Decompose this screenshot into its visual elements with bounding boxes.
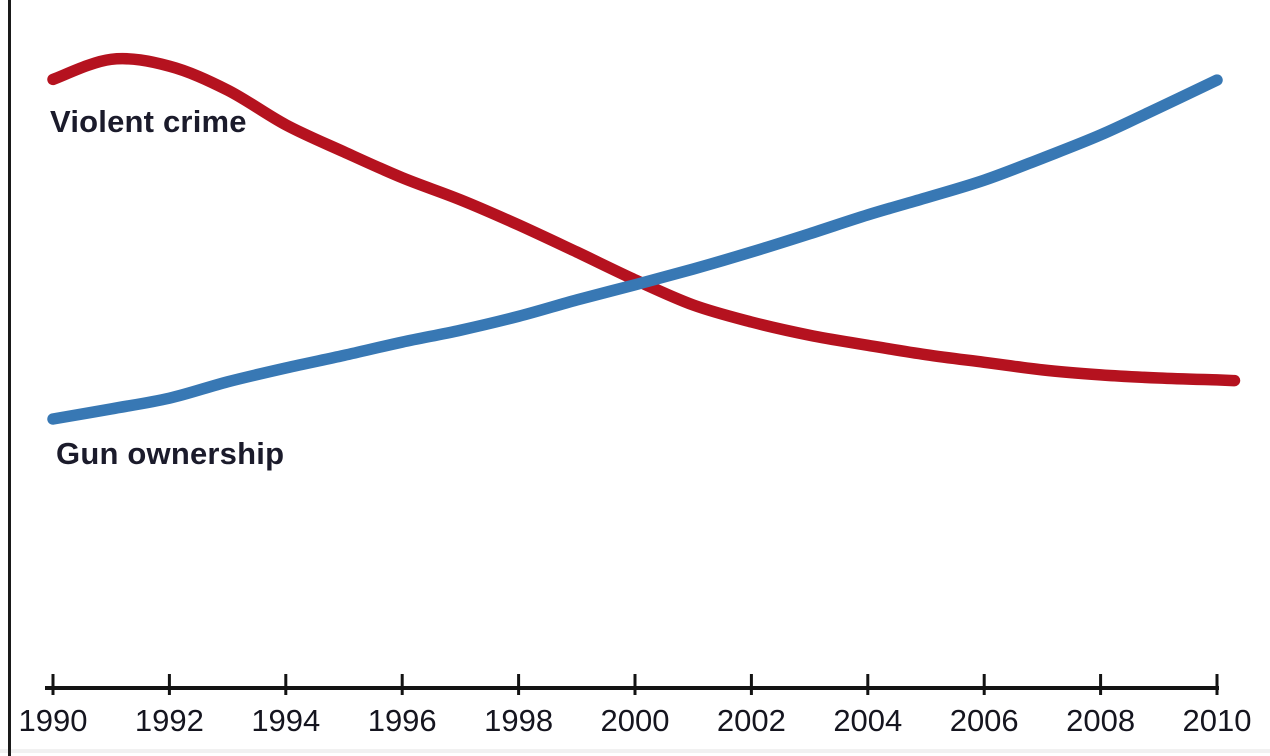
x-tick-label: 2008 bbox=[1066, 703, 1135, 738]
x-tick-label: 1992 bbox=[135, 703, 204, 738]
x-tick-label: 1994 bbox=[251, 703, 320, 738]
x-axis-ticks bbox=[51, 674, 1219, 695]
bottom-scan-artifact bbox=[0, 749, 1270, 753]
left-frame-line bbox=[8, 0, 11, 756]
x-tick-label: 2000 bbox=[601, 703, 670, 738]
x-axis-tick-labels: 1990 1992 1994 1996 1998 2000 2002 2004 2006 2008… bbox=[19, 703, 1252, 738]
x-tick-label: 1990 bbox=[19, 703, 88, 738]
x-tick-label: 2010 bbox=[1183, 703, 1252, 738]
x-tick-label: 2002 bbox=[717, 703, 786, 738]
gun-ownership-label: Gun ownership bbox=[56, 436, 285, 471]
x-tick-label: 2006 bbox=[950, 703, 1019, 738]
violent-crime-label: Violent crime bbox=[50, 104, 247, 139]
x-tick-label: 1998 bbox=[484, 703, 553, 738]
gun-ownership-line bbox=[47, 74, 1223, 425]
x-tick-label: 2004 bbox=[833, 703, 902, 738]
x-tick-label: 1996 bbox=[368, 703, 437, 738]
